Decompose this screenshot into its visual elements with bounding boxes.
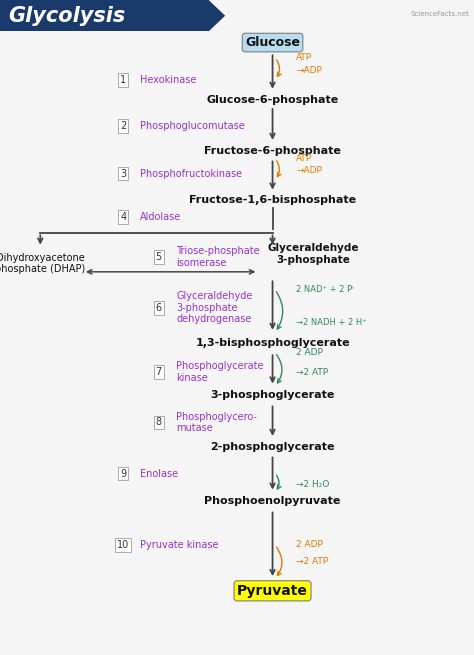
Text: 2-phosphoglycerate: 2-phosphoglycerate bbox=[210, 441, 335, 452]
Text: Pyruvate kinase: Pyruvate kinase bbox=[140, 540, 219, 550]
Text: Glucose-6-phosphate: Glucose-6-phosphate bbox=[206, 94, 339, 105]
Text: Phosphoglycerate
kinase: Phosphoglycerate kinase bbox=[176, 362, 264, 383]
Polygon shape bbox=[209, 0, 225, 31]
Text: ATP: ATP bbox=[296, 53, 312, 62]
Text: →2 H₂O: →2 H₂O bbox=[296, 479, 329, 489]
Text: ScienceFacts.net: ScienceFacts.net bbox=[410, 10, 469, 17]
Text: →ADP: →ADP bbox=[296, 166, 322, 175]
Text: Fructose-6-phosphate: Fructose-6-phosphate bbox=[204, 145, 341, 156]
Text: Phosphoglucomutase: Phosphoglucomutase bbox=[140, 121, 245, 131]
Text: 6: 6 bbox=[156, 303, 162, 313]
Text: Phosphoglycero-
mutase: Phosphoglycero- mutase bbox=[176, 412, 257, 433]
Text: →2 ATP: →2 ATP bbox=[296, 367, 328, 377]
Text: Glucose: Glucose bbox=[245, 36, 300, 49]
Text: →ADP: →ADP bbox=[296, 66, 322, 75]
Text: 2 ADP: 2 ADP bbox=[296, 540, 323, 550]
Text: Aldolase: Aldolase bbox=[140, 212, 181, 222]
Text: 8: 8 bbox=[156, 417, 162, 428]
Text: Hexokinase: Hexokinase bbox=[140, 75, 196, 85]
Text: Glycolysis: Glycolysis bbox=[9, 6, 126, 26]
Text: Glyceraldehyde
3-phosphate: Glyceraldehyde 3-phosphate bbox=[267, 244, 359, 265]
Text: 3: 3 bbox=[120, 168, 126, 179]
Text: →2 ATP: →2 ATP bbox=[296, 557, 328, 566]
Text: 7: 7 bbox=[155, 367, 162, 377]
Text: 2 ADP: 2 ADP bbox=[296, 348, 323, 357]
Text: Phosphoenolpyruvate: Phosphoenolpyruvate bbox=[204, 496, 341, 506]
Text: 2 NAD⁺ + 2 Pᴵ: 2 NAD⁺ + 2 Pᴵ bbox=[296, 285, 354, 294]
Text: 5: 5 bbox=[155, 252, 162, 262]
Text: Triose-phosphate
isomerase: Triose-phosphate isomerase bbox=[176, 246, 260, 267]
Text: Fructose-1,6-bisphosphate: Fructose-1,6-bisphosphate bbox=[189, 195, 356, 205]
Text: Enolase: Enolase bbox=[140, 468, 178, 479]
Text: 9: 9 bbox=[120, 468, 126, 479]
Text: 1,3-bisphosphoglycerate: 1,3-bisphosphoglycerate bbox=[195, 337, 350, 348]
Text: 3-phosphoglycerate: 3-phosphoglycerate bbox=[210, 390, 335, 400]
Text: Glyceraldehyde
3-phosphate
dehydrogenase: Glyceraldehyde 3-phosphate dehydrogenase bbox=[176, 291, 253, 324]
Text: Dihydroxyacetone
phosphate (DHAP): Dihydroxyacetone phosphate (DHAP) bbox=[0, 253, 85, 274]
Text: →2 NADH + 2 H⁺: →2 NADH + 2 H⁺ bbox=[296, 318, 367, 327]
Text: ATP: ATP bbox=[296, 154, 312, 163]
Text: Phosphofructokinase: Phosphofructokinase bbox=[140, 168, 242, 179]
FancyBboxPatch shape bbox=[0, 0, 209, 31]
Text: 10: 10 bbox=[117, 540, 129, 550]
Text: 4: 4 bbox=[120, 212, 126, 222]
Text: 1: 1 bbox=[120, 75, 126, 85]
Text: Pyruvate: Pyruvate bbox=[237, 584, 308, 598]
Text: 2: 2 bbox=[120, 121, 127, 131]
